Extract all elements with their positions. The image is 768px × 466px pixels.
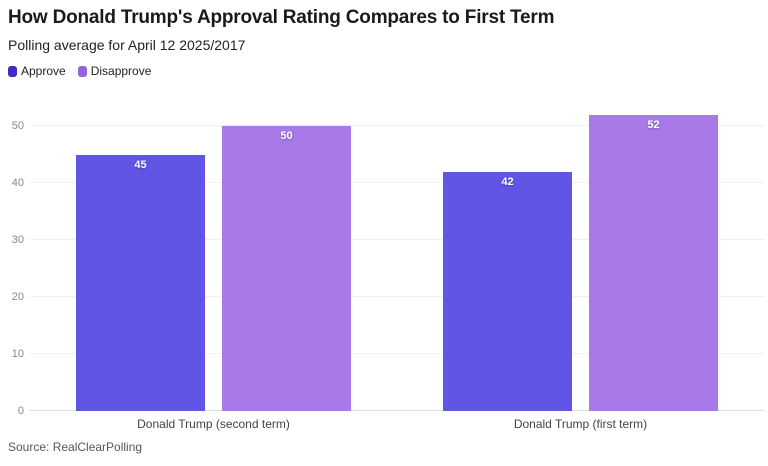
y-axis-tick-label: 50 xyxy=(11,120,24,132)
legend-swatch-disapprove-icon xyxy=(77,65,87,77)
y-axis: 0 10 20 30 40 50 xyxy=(0,95,24,417)
y-axis-tick-label: 10 xyxy=(11,348,24,360)
source-note: Source: RealClearPolling xyxy=(8,440,143,454)
gridline xyxy=(30,182,764,183)
bar-group-donald-trump-first-term: 42 52 xyxy=(397,95,764,411)
legend-label: Disapprove xyxy=(90,64,152,78)
x-axis-category-label: Donald Trump (first term) xyxy=(513,417,648,431)
bar-disapprove-donald-trump-second-term: 50 xyxy=(222,126,351,411)
legend-swatch-approve-icon xyxy=(8,65,17,77)
bar-value-label: 50 xyxy=(280,130,293,142)
legend-label: Approve xyxy=(21,64,66,78)
y-axis-tick-label: 0 xyxy=(17,405,24,417)
legend: Approve Disapprove xyxy=(8,64,151,78)
gridline xyxy=(30,296,764,297)
y-axis-tick-label: 20 xyxy=(11,291,24,303)
gridline xyxy=(30,125,764,126)
legend-item-approve: Approve xyxy=(8,64,66,78)
bar-groups: 45 50 42 52 xyxy=(30,95,764,411)
bar-approve-donald-trump-first-term: 42 xyxy=(443,171,572,411)
bar-value-label: 45 xyxy=(134,158,147,171)
x-axis: Donald Trump (second term) Donald Trump (… xyxy=(30,417,764,431)
x-axis-category-label: Donald Trump (second term) xyxy=(137,417,290,431)
bar-approve-donald-trump-second-term: 45 xyxy=(76,154,205,411)
legend-item-disapprove: Disapprove xyxy=(77,64,152,78)
bar-group-donald-trump-second-term: 45 50 xyxy=(30,95,397,411)
y-axis-tick-label: 30 xyxy=(11,234,24,246)
bar-value-label: 52 xyxy=(647,118,660,131)
gridline xyxy=(30,239,764,240)
chart-title: How Donald Trump's Approval Rating Compa… xyxy=(8,7,555,28)
bar-disapprove-donald-trump-first-term: 52 xyxy=(589,114,718,411)
y-axis-tick-label: 40 xyxy=(11,177,24,189)
gridline xyxy=(30,353,764,354)
chart-subtitle: Polling average for April 12 2025/2017 xyxy=(8,37,246,53)
gridline xyxy=(30,410,764,411)
bar-value-label: 42 xyxy=(501,175,514,188)
plot-area: 45 50 42 52 xyxy=(30,95,764,411)
